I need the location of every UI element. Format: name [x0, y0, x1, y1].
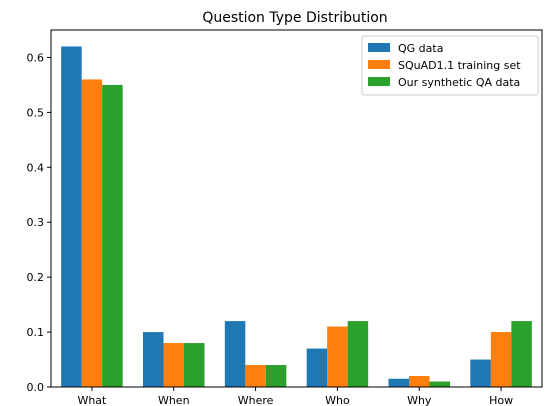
- bar-why-series-3: [429, 381, 450, 387]
- x-tick-label-why: Why: [407, 394, 432, 406]
- bar-what-series-3: [102, 84, 123, 387]
- bar-when-series-1: [143, 332, 164, 387]
- x-tick-label-what: What: [77, 394, 107, 406]
- bar-when-series-3: [184, 343, 205, 387]
- bar-why-series-1: [388, 378, 409, 387]
- x-tick-label-who: Who: [325, 394, 350, 406]
- bar-who-series-3: [347, 321, 369, 387]
- y-tick-label: 0.2: [27, 271, 45, 284]
- y-axis: 0.0 0.1 0.2 0.3 0.4 0.5 0.6: [27, 51, 51, 394]
- y-tick-label: 0.5: [27, 106, 45, 119]
- bar-how-series-2: [490, 332, 512, 387]
- x-tick-label-where: Where: [238, 394, 274, 406]
- y-tick-label: 0.4: [27, 161, 45, 174]
- bar-what-series-2: [81, 79, 103, 387]
- legend-label-series-3: Our synthetic QA data: [398, 76, 520, 89]
- bar-who-series-1: [306, 348, 328, 387]
- bar-who-series-2: [327, 326, 348, 387]
- x-tick-label-when: When: [158, 394, 190, 406]
- plot-frame: [50, 29, 543, 388]
- chart-title: Question Type Distribution: [202, 10, 387, 26]
- bar-what-series-1: [61, 46, 82, 387]
- bar-how-series-3: [511, 321, 532, 387]
- bar-how-series-1: [470, 359, 491, 387]
- y-tick-label: 0.6: [27, 51, 45, 64]
- bar-where-series-1: [224, 321, 246, 387]
- legend-swatch-series-2: [368, 60, 390, 69]
- bar-where-series-2: [245, 365, 266, 387]
- legend-label-series-2: SQuAD1.1 training set: [398, 59, 521, 72]
- y-tick-label: 0.3: [27, 216, 45, 229]
- bar-where-series-3: [265, 365, 287, 387]
- x-tick-label-how: How: [489, 394, 513, 406]
- x-axis: What When Where Who Why How: [77, 387, 513, 406]
- y-tick-label: 0.1: [27, 326, 45, 339]
- legend-swatch-series-1: [368, 43, 390, 52]
- y-tick-label: 0.0: [27, 381, 45, 394]
- legend-label-series-1: QG data: [398, 42, 443, 55]
- legend: QG data SQuAD1.1 training set Our syntheti…: [361, 35, 539, 96]
- legend-box: [361, 35, 539, 96]
- bar-why-series-2: [409, 376, 430, 387]
- bars-group: [61, 46, 532, 387]
- bar-when-series-2: [163, 343, 184, 387]
- legend-swatch-series-3: [368, 77, 390, 86]
